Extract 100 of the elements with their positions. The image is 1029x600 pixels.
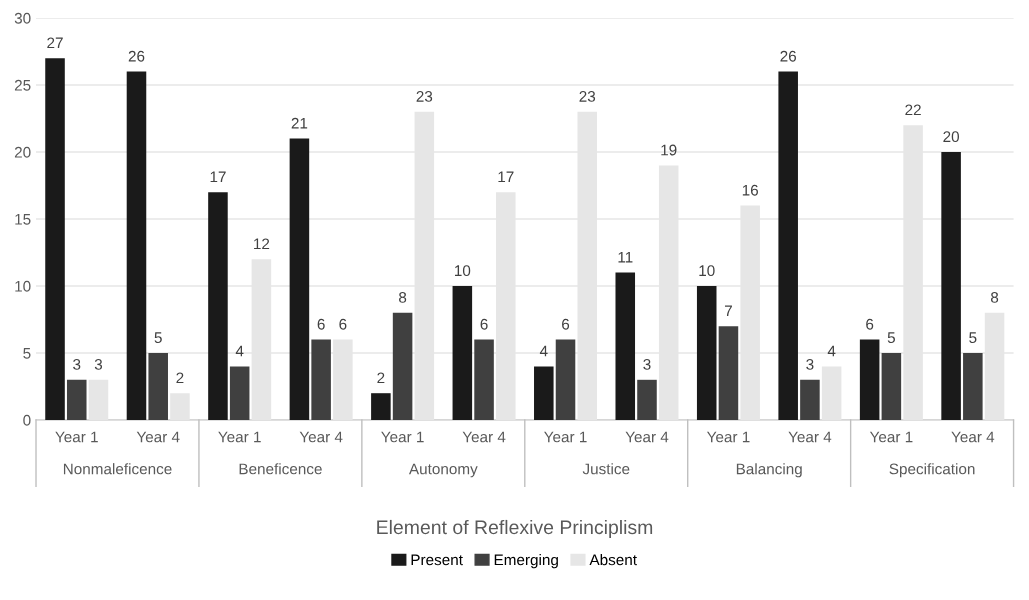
data-label: 19 xyxy=(661,144,677,156)
bar xyxy=(984,312,1005,420)
data-label: 6 xyxy=(562,318,570,330)
bar xyxy=(414,111,435,420)
x-tick-label: Year 1 xyxy=(218,431,261,443)
y-tick-label: 10 xyxy=(15,280,31,292)
data-label: 4 xyxy=(235,345,244,357)
data-label: 4 xyxy=(827,345,836,357)
data-label: 16 xyxy=(742,184,758,196)
bar xyxy=(88,379,109,420)
bar xyxy=(637,379,657,420)
data-label: 12 xyxy=(254,238,270,250)
legend-label: Present xyxy=(411,554,463,566)
x-tick-label: Year 1 xyxy=(55,431,98,443)
bar xyxy=(859,339,880,420)
data-label: 6 xyxy=(317,318,325,330)
text: Specification xyxy=(889,463,975,478)
bar xyxy=(821,366,842,420)
bar xyxy=(696,286,717,420)
data-label: 5 xyxy=(969,332,977,344)
bar xyxy=(392,312,413,420)
y-tick-label: 25 xyxy=(14,79,31,91)
x-tick-label: Year 4 xyxy=(136,431,180,443)
bar xyxy=(148,353,168,420)
data-label: 5 xyxy=(154,332,162,344)
bar xyxy=(941,152,961,420)
bar xyxy=(333,339,353,420)
x-tick-label: Year 4 xyxy=(788,431,832,443)
bar xyxy=(45,58,65,420)
data-label: 6 xyxy=(480,318,488,330)
bar xyxy=(496,192,516,420)
data-label: 7 xyxy=(724,305,732,317)
data-label: 3 xyxy=(643,359,651,370)
bar xyxy=(474,339,494,420)
data-label: 8 xyxy=(399,292,407,303)
bar xyxy=(881,353,902,420)
bar xyxy=(800,379,820,420)
x-tick-label: Year 1 xyxy=(869,431,913,443)
text: Nonmaleficence xyxy=(63,463,172,475)
bar xyxy=(903,125,923,420)
bar xyxy=(66,379,87,420)
text: Justice xyxy=(582,463,630,475)
data-label: 3 xyxy=(94,359,103,370)
bar xyxy=(170,393,190,420)
data-label: 17 xyxy=(498,171,514,183)
data-label: 10 xyxy=(455,265,471,277)
bar xyxy=(658,165,679,420)
y-tick-label: 0 xyxy=(23,414,31,426)
data-label: 11 xyxy=(618,251,633,263)
bar xyxy=(371,393,391,420)
bar xyxy=(289,138,310,420)
data-label: 2 xyxy=(176,372,184,384)
x-tick-label: Year 1 xyxy=(381,431,424,443)
bar xyxy=(615,272,636,420)
data-label: 4 xyxy=(539,345,548,357)
data-label: 23 xyxy=(416,91,433,102)
legend-label: Emerging xyxy=(494,554,558,569)
y-tick-label: 20 xyxy=(14,146,31,158)
text: Balancing xyxy=(736,463,802,478)
bar xyxy=(208,192,228,420)
x-tick-label: Year 4 xyxy=(625,431,669,443)
bar xyxy=(452,286,473,420)
bar xyxy=(718,326,739,420)
y-tick-label: 30 xyxy=(14,12,31,24)
x-tick-label: Year 4 xyxy=(299,431,343,443)
x-tick-label: Year 4 xyxy=(951,431,995,443)
text: Beneficence xyxy=(239,463,322,475)
bar xyxy=(778,71,798,420)
data-label: 5 xyxy=(887,332,895,344)
data-label: 6 xyxy=(339,318,347,330)
bar xyxy=(251,259,272,420)
text: Autonomy xyxy=(408,463,478,478)
data-label: 8 xyxy=(990,292,999,303)
data-label: 3 xyxy=(73,359,81,370)
data-label: 20 xyxy=(943,131,960,143)
data-label: 17 xyxy=(210,171,226,183)
x-tick-label: Year 4 xyxy=(462,431,506,443)
bar xyxy=(555,339,576,420)
bar xyxy=(229,366,250,420)
data-label: 26 xyxy=(780,50,797,62)
bar xyxy=(534,366,554,420)
y-tick-label: 15 xyxy=(15,214,31,225)
bar xyxy=(740,205,760,420)
bar xyxy=(311,339,331,420)
bar xyxy=(963,353,983,420)
legend-label: Absent xyxy=(589,554,637,566)
x-tick-label: Year 1 xyxy=(544,431,587,443)
data-label: 2 xyxy=(377,372,385,384)
data-label: 3 xyxy=(806,359,814,370)
x-axis-title: Element of Reflexive Principlism xyxy=(377,519,653,539)
data-label: 22 xyxy=(905,104,921,116)
data-label: 10 xyxy=(699,265,715,277)
data-label: 23 xyxy=(579,91,596,102)
data-label: 21 xyxy=(291,117,308,129)
y-tick-label: 5 xyxy=(23,348,31,359)
data-label: 6 xyxy=(866,318,874,330)
data-label: 27 xyxy=(47,37,63,49)
data-label: 26 xyxy=(128,50,145,62)
bar xyxy=(577,111,598,420)
x-tick-label: Year 1 xyxy=(706,431,750,443)
